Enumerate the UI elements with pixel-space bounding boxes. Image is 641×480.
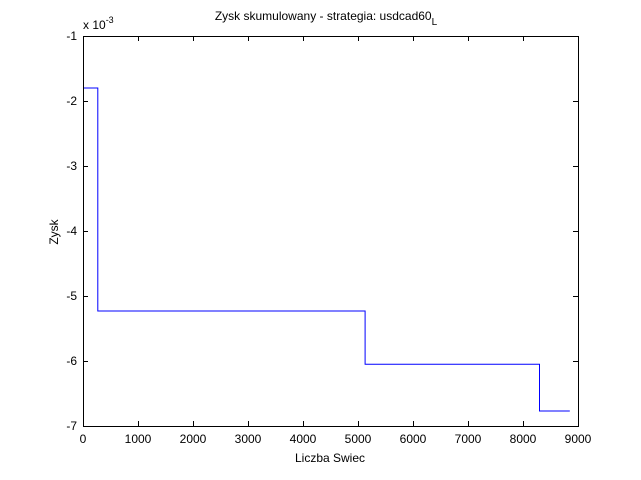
x-tick-label: 8000 xyxy=(510,432,537,446)
series-layer xyxy=(83,87,570,412)
x-tick-label: 3000 xyxy=(235,432,262,446)
x-tick-label: 9000 xyxy=(565,432,592,446)
x-tick-label: 5000 xyxy=(345,432,372,446)
y-tick-label: -3 xyxy=(66,159,77,173)
x-tick-label: 2000 xyxy=(180,432,207,446)
y-tick-labels: -7 -6 -5 -4 -3 -2 -1 xyxy=(66,29,77,433)
plot-frame xyxy=(83,36,579,427)
x-tick-label: 4000 xyxy=(290,432,317,446)
chart-title-subscript: L xyxy=(432,17,438,28)
y-tick-label: -2 xyxy=(66,94,77,108)
x-tick-label: 7000 xyxy=(455,432,482,446)
y-axis-multiplier-exponent: -3 xyxy=(106,15,114,25)
y-tick-label: -7 xyxy=(66,419,77,433)
series-line xyxy=(83,87,570,412)
x-tick-label: 6000 xyxy=(400,432,427,446)
chart-title-main: Zysk skumulowany - strategia: usdcad60 xyxy=(215,9,432,23)
y-axis-multiplier: x 10-3 xyxy=(83,15,114,32)
y-tick-label: -5 xyxy=(66,289,77,303)
y-axis-multiplier-base: x 10 xyxy=(83,18,106,32)
x-axis-label: Liczba Swiec xyxy=(295,451,365,465)
x-tick-labels: 0 1000 2000 3000 4000 5000 6000 7000 8000 9000 xyxy=(80,432,592,446)
plot-area xyxy=(83,36,578,426)
y-tick-label: -1 xyxy=(66,29,77,43)
y-tick-label: -6 xyxy=(66,354,77,368)
y-axis-label: Zysk xyxy=(47,218,61,244)
y-tick-label: -4 xyxy=(66,224,77,238)
x-tick-label: 0 xyxy=(80,432,87,446)
chart-title: Zysk skumulowany - strategia: usdcad60L xyxy=(215,9,438,28)
x-tick-label: 1000 xyxy=(125,432,152,446)
